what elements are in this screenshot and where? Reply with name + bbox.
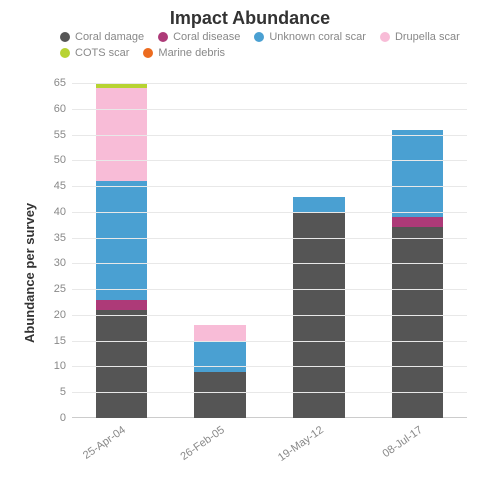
legend-label: Coral damage (75, 31, 144, 43)
y-tick-label: 15 (54, 335, 72, 347)
bar-segment (96, 300, 147, 310)
gridline (72, 186, 467, 187)
gridline (72, 83, 467, 84)
y-tick-label: 35 (54, 232, 72, 244)
gridline (72, 212, 467, 213)
y-tick-label: 65 (54, 77, 72, 89)
legend-swatch (60, 48, 70, 58)
y-tick-label: 60 (54, 103, 72, 115)
gridline (72, 160, 467, 161)
gridline (72, 392, 467, 393)
x-tick-label: 08-Jul-17 (380, 424, 424, 460)
legend-item: Coral disease (158, 31, 240, 43)
gridline (72, 341, 467, 342)
bar-segment (392, 217, 443, 227)
legend-swatch (158, 32, 168, 42)
bar-group (293, 197, 344, 419)
legend-swatch (60, 32, 70, 42)
legend-item: Coral damage (60, 31, 144, 43)
bar-group (96, 83, 147, 418)
legend-label: Unknown coral scar (269, 31, 366, 43)
y-tick-label: 20 (54, 309, 72, 321)
y-tick-label: 0 (60, 412, 72, 424)
bar-segment (293, 197, 344, 212)
legend-label: Marine debris (158, 47, 225, 59)
y-tick-label: 55 (54, 129, 72, 141)
y-tick-label: 25 (54, 283, 72, 295)
y-tick-label: 50 (54, 154, 72, 166)
legend-label: COTS scar (75, 47, 129, 59)
legend-swatch (380, 32, 390, 42)
y-tick-label: 30 (54, 257, 72, 269)
x-tick-label: 26-Feb-05 (179, 424, 227, 463)
legend-label: Coral disease (173, 31, 240, 43)
legend-swatch (143, 48, 153, 58)
legend-item: Drupella scar (380, 31, 460, 43)
y-tick-label: 10 (54, 360, 72, 372)
gridline (72, 109, 467, 110)
gridline (72, 263, 467, 264)
y-tick-label: 40 (54, 206, 72, 218)
legend-item: COTS scar (60, 47, 129, 59)
bar-group (392, 130, 443, 418)
gridline (72, 135, 467, 136)
bar-segment (392, 227, 443, 418)
plot-area: Abundance per survey 0510152025303540455… (72, 78, 467, 418)
y-tick-label: 5 (60, 386, 72, 398)
chart-title: Impact Abundance (0, 0, 500, 29)
bar-segment (96, 310, 147, 418)
gridline (72, 366, 467, 367)
bar-group (194, 325, 245, 418)
legend-swatch (254, 32, 264, 42)
legend-item: Unknown coral scar (254, 31, 366, 43)
gridline (72, 289, 467, 290)
legend: Coral damage Coral disease Unknown coral s… (0, 29, 490, 59)
y-axis-label: Abundance per survey (22, 203, 37, 343)
x-tick-label: 19-May-12 (276, 424, 326, 464)
gridline (72, 238, 467, 239)
x-tick-label: 25-Apr-04 (81, 424, 128, 462)
y-tick-label: 45 (54, 180, 72, 192)
chart-container: Impact Abundance Coral damage Coral disea… (0, 0, 500, 500)
bar-segment (392, 130, 443, 218)
legend-item: Marine debris (143, 47, 225, 59)
bar-segment (194, 325, 245, 340)
bar-segment (194, 372, 245, 418)
legend-label: Drupella scar (395, 31, 460, 43)
bar-segment (96, 181, 147, 299)
gridline (72, 315, 467, 316)
